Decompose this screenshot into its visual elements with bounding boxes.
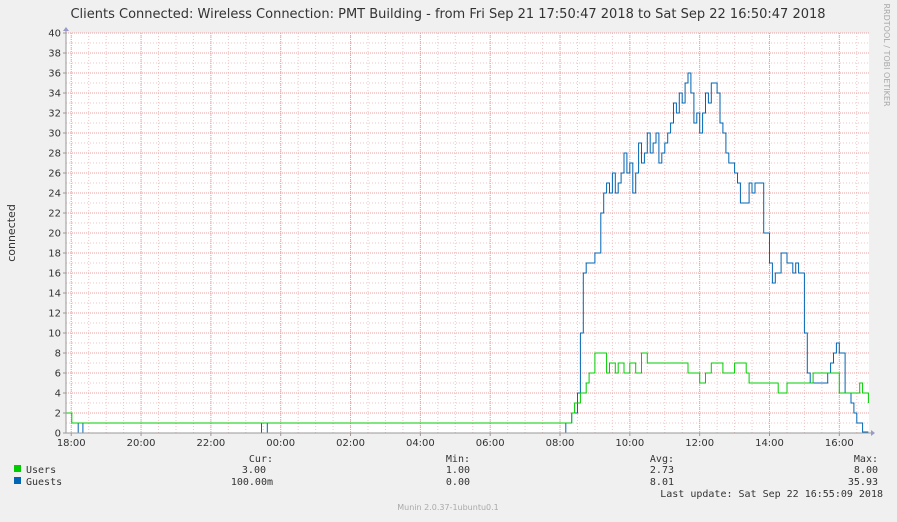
y-tick-label: 40 bbox=[48, 29, 61, 40]
x-tick-label: 22:00 bbox=[196, 438, 225, 449]
y-tick-label: 26 bbox=[48, 169, 61, 180]
x-tick-label: 06:00 bbox=[476, 438, 505, 449]
axes bbox=[63, 27, 875, 436]
legend-guests-min: 0.00 bbox=[446, 477, 470, 488]
y-tick-label: 34 bbox=[48, 89, 61, 100]
x-tick-label: 10:00 bbox=[615, 438, 644, 449]
legend-guests-avg: 8.01 bbox=[650, 477, 674, 488]
x-axis-arrow bbox=[871, 430, 875, 436]
legend-header-min: Min: bbox=[446, 454, 470, 465]
y-tick-label: 32 bbox=[48, 109, 61, 120]
legend-label-guests: Guests bbox=[26, 477, 62, 488]
y-axis-arrow bbox=[63, 27, 69, 31]
munin-version-footer: Munin 2.0.37-1ubuntu0.1 bbox=[397, 503, 499, 512]
x-tick-label: 16:00 bbox=[825, 438, 854, 449]
y-tick-label: 24 bbox=[48, 189, 61, 200]
legend-header-avg: Avg: bbox=[650, 454, 674, 465]
x-tick-label: 14:00 bbox=[755, 438, 784, 449]
legend-swatch-users bbox=[14, 465, 21, 472]
legend-users-cur: 3.00 bbox=[242, 465, 266, 476]
y-tick-label: 14 bbox=[48, 289, 61, 300]
y-tick-label: 10 bbox=[48, 329, 61, 340]
y-tick-label: 12 bbox=[48, 309, 61, 320]
y-tick-label: 30 bbox=[48, 129, 61, 140]
legend: Cur: Min: Avg: Max: Users 3.00 1.00 2.73… bbox=[14, 454, 883, 500]
legend-header-max: Max: bbox=[854, 454, 878, 465]
y-tick-label: 4 bbox=[55, 389, 61, 400]
plot-area bbox=[66, 33, 869, 433]
x-tick-label: 08:00 bbox=[546, 438, 575, 449]
legend-users-avg: 2.73 bbox=[650, 465, 674, 476]
y-tick-label: 22 bbox=[48, 209, 61, 220]
y-tick-label: 0 bbox=[55, 429, 61, 440]
series-lines bbox=[65, 72, 869, 434]
y-tick-label: 18 bbox=[48, 249, 61, 260]
legend-users-max: 8.00 bbox=[854, 465, 878, 476]
tick-labels: 024681012141618202224262830323436384018:… bbox=[48, 29, 853, 450]
legend-guests-cur: 100.00m bbox=[231, 477, 273, 488]
series-line-users bbox=[65, 352, 869, 424]
last-update: Last update: Sat Sep 22 16:55:09 2018 bbox=[660, 489, 883, 500]
legend-users-min: 1.00 bbox=[446, 465, 470, 476]
rrdtool-watermark: RRDTOOL / TOBI OETIKER bbox=[882, 3, 891, 106]
y-tick-label: 38 bbox=[48, 49, 61, 60]
x-tick-label: 12:00 bbox=[685, 438, 714, 449]
x-tick-label: 04:00 bbox=[406, 438, 435, 449]
y-tick-label: 2 bbox=[55, 409, 61, 420]
y-tick-label: 8 bbox=[55, 349, 61, 360]
x-tick-label: 18:00 bbox=[57, 438, 86, 449]
y-tick-label: 6 bbox=[55, 369, 61, 380]
legend-swatch-guests bbox=[14, 477, 21, 484]
legend-label-users: Users bbox=[26, 465, 56, 476]
series-line-guests bbox=[65, 72, 869, 434]
x-tick-label: 00:00 bbox=[266, 438, 295, 449]
x-tick-label: 02:00 bbox=[336, 438, 365, 449]
legend-header-cur: Cur: bbox=[249, 454, 273, 465]
y-axis-label: connected bbox=[5, 204, 18, 262]
grid bbox=[66, 32, 869, 434]
x-tick-label: 20:00 bbox=[127, 438, 156, 449]
y-tick-label: 20 bbox=[48, 229, 61, 240]
y-tick-label: 16 bbox=[48, 269, 61, 280]
chart-title: Clients Connected: Wireless Connection: … bbox=[70, 7, 825, 22]
legend-guests-max: 35.93 bbox=[848, 477, 878, 488]
y-tick-label: 28 bbox=[48, 149, 61, 160]
y-tick-label: 36 bbox=[48, 69, 61, 80]
